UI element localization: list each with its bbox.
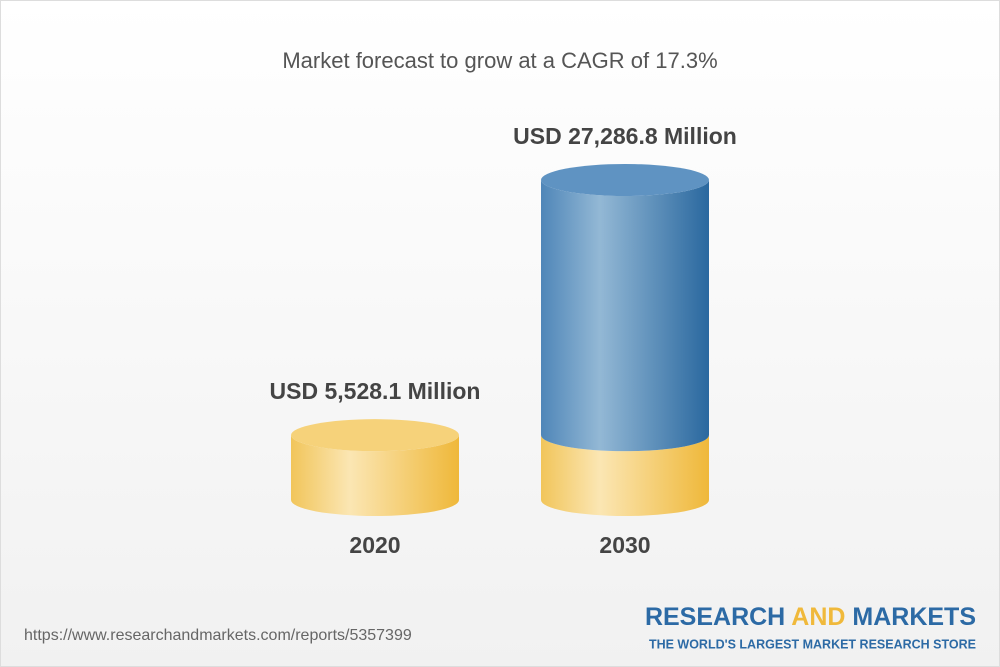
cylinder-top bbox=[291, 419, 459, 452]
brand-part: RESEARCH bbox=[645, 603, 791, 631]
chart-title: Market forecast to grow at a CAGR of 17.… bbox=[282, 48, 717, 73]
brand-part: AND bbox=[791, 603, 845, 631]
category-label: 2020 bbox=[349, 532, 400, 558]
cylinder-body bbox=[291, 435, 459, 516]
cylinder-base bbox=[541, 435, 709, 516]
tagline: THE WORLD'S LARGEST MARKET RESEARCH STOR… bbox=[649, 637, 976, 651]
source-url: https://www.researchandmarkets.com/repor… bbox=[24, 627, 412, 644]
value-label: USD 27,286.8 Million bbox=[513, 123, 737, 149]
cylinder-body bbox=[541, 180, 709, 452]
brand: RESEARCH AND MARKETS bbox=[645, 603, 976, 631]
cylinder-top bbox=[541, 164, 709, 196]
brand-part: MARKETS bbox=[845, 603, 976, 631]
value-label: USD 5,528.1 Million bbox=[270, 378, 481, 404]
category-label: 2030 bbox=[599, 532, 650, 558]
